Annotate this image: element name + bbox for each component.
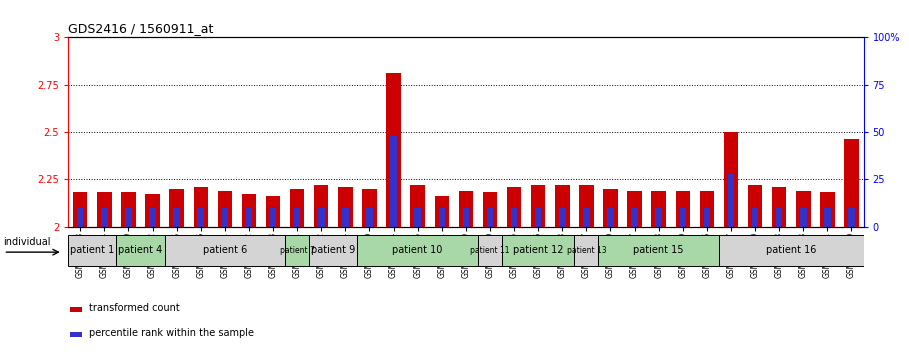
Bar [386, 73, 401, 227]
Bar [704, 207, 710, 227]
Bar [285, 235, 309, 266]
Bar [559, 207, 565, 227]
Bar [294, 207, 300, 227]
Bar [70, 307, 82, 312]
Text: individual: individual [4, 237, 51, 247]
Bar [411, 185, 425, 227]
Bar [357, 235, 478, 266]
Bar [194, 187, 208, 227]
Bar [97, 193, 112, 227]
Bar [844, 139, 859, 227]
Text: patient 15: patient 15 [634, 245, 684, 256]
Bar [242, 194, 256, 227]
Bar [265, 196, 280, 227]
Bar [800, 207, 806, 227]
Text: patient 13: patient 13 [566, 246, 606, 255]
Bar [390, 136, 397, 227]
Bar [748, 185, 763, 227]
Bar [820, 193, 834, 227]
Bar [174, 207, 180, 227]
Text: transformed count: transformed count [88, 303, 179, 313]
Bar [309, 235, 357, 266]
Bar [632, 207, 638, 227]
Bar [719, 235, 864, 266]
Bar [463, 207, 469, 227]
Bar [534, 207, 542, 227]
Bar [604, 189, 618, 227]
Bar [197, 207, 204, 227]
Bar [338, 187, 353, 227]
Bar [217, 190, 232, 227]
Bar [478, 235, 502, 266]
Bar [73, 193, 87, 227]
Bar [165, 235, 285, 266]
Bar [724, 132, 738, 227]
Text: patient 10: patient 10 [393, 245, 443, 256]
Bar [531, 185, 545, 227]
Bar [290, 189, 305, 227]
Bar [675, 190, 690, 227]
Bar [435, 196, 449, 227]
Bar [459, 190, 473, 227]
Bar [824, 207, 831, 227]
Text: patient 16: patient 16 [766, 245, 816, 256]
Bar [318, 207, 325, 227]
Text: patient 11: patient 11 [470, 246, 510, 255]
Bar [149, 207, 155, 227]
Bar [314, 185, 328, 227]
Bar [483, 193, 497, 227]
Bar [169, 189, 184, 227]
Text: patient 9: patient 9 [311, 245, 355, 256]
Text: percentile rank within the sample: percentile rank within the sample [88, 328, 254, 338]
Text: patient 12: patient 12 [513, 245, 564, 256]
Bar [848, 207, 854, 227]
Bar [598, 235, 719, 266]
Bar [415, 207, 421, 227]
Bar [145, 194, 160, 227]
Bar [574, 235, 598, 266]
Bar [511, 207, 517, 227]
Bar [607, 207, 614, 227]
Bar [125, 207, 132, 227]
Bar [652, 190, 666, 227]
Bar [507, 187, 521, 227]
Bar [222, 207, 228, 227]
Bar [772, 187, 786, 227]
Text: patient 1: patient 1 [70, 245, 115, 256]
Bar [728, 173, 734, 227]
Bar [486, 207, 494, 227]
Text: patient 7: patient 7 [280, 246, 315, 255]
Bar [796, 190, 811, 227]
Bar [438, 207, 445, 227]
Bar [555, 185, 570, 227]
Bar [270, 207, 276, 227]
Text: patient 4: patient 4 [118, 245, 163, 256]
Bar [116, 235, 165, 266]
Bar [245, 207, 252, 227]
Bar [68, 235, 116, 266]
Bar [101, 207, 107, 227]
Text: patient 6: patient 6 [203, 245, 247, 256]
Bar [776, 207, 783, 227]
Bar [342, 207, 349, 227]
Bar [752, 207, 758, 227]
Bar [121, 193, 135, 227]
Bar [579, 185, 594, 227]
Bar [70, 332, 82, 337]
Bar [583, 207, 590, 227]
Bar [77, 207, 84, 227]
Bar [502, 235, 574, 266]
Bar [655, 207, 662, 227]
Bar [680, 207, 686, 227]
Bar [366, 207, 373, 227]
Bar [362, 189, 376, 227]
Text: GDS2416 / 1560911_at: GDS2416 / 1560911_at [68, 22, 214, 35]
Bar [700, 190, 714, 227]
Bar [627, 190, 642, 227]
